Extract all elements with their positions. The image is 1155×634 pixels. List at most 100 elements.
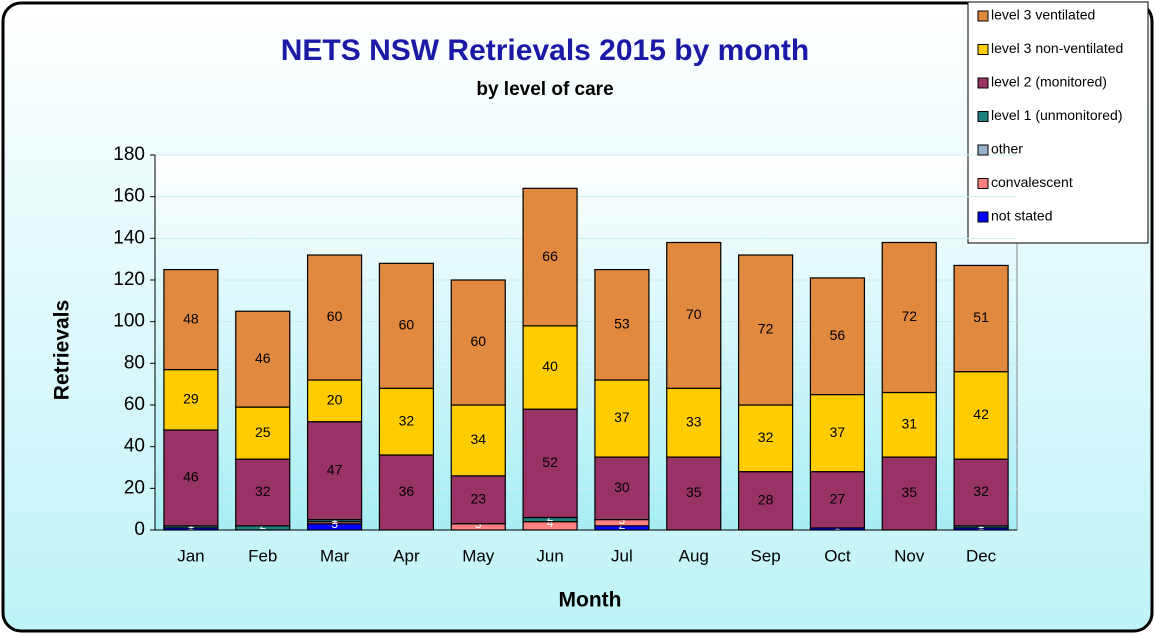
bar-segment — [306, 421, 363, 521]
bar-segment — [163, 368, 219, 431]
x-axis-label: Month — [559, 589, 622, 612]
legend — [967, 1, 1149, 244]
y-tick-label: 140 — [113, 227, 145, 248]
y-tick-label: 100 — [113, 311, 145, 332]
bar-segment — [163, 429, 219, 527]
y-tick-label: 20 — [124, 477, 145, 498]
bar-segment — [881, 391, 937, 458]
legend-swatch — [977, 77, 989, 89]
x-tick-label: Oct — [824, 546, 851, 565]
data-label: 66 — [542, 248, 558, 264]
data-label: 32 — [255, 483, 271, 499]
data-label: 37 — [830, 424, 846, 440]
y-axis-label: Retrievals — [51, 300, 74, 400]
legend-swatch — [977, 144, 989, 156]
legend-label: level 1 (unmonitored) — [991, 107, 1123, 123]
bar-segment — [953, 371, 1009, 460]
data-label: 60 — [399, 317, 415, 333]
data-label: 40 — [542, 358, 558, 374]
x-tick-label: Nov — [894, 546, 925, 565]
data-label: 42 — [973, 406, 989, 422]
legend-swatch — [977, 178, 989, 189]
bar-segment — [809, 471, 866, 529]
bar-segment — [522, 325, 578, 410]
data-label: 25 — [255, 424, 271, 440]
x-tick-label: Apr — [393, 546, 420, 565]
legend-label: level 3 ventilated — [991, 7, 1095, 23]
y-tick-label: 80 — [124, 352, 145, 373]
data-label: 46 — [255, 350, 271, 366]
y-tick-label: 160 — [113, 186, 145, 207]
bar-segment — [809, 277, 866, 396]
bar-segment — [594, 379, 650, 458]
y-tick-label: 0 — [134, 519, 145, 540]
x-tick-label: Aug — [679, 546, 709, 565]
data-label: 32 — [973, 483, 989, 499]
data-label: 29 — [183, 390, 199, 406]
data-label: 72 — [758, 321, 774, 337]
y-tick-label: 60 — [124, 394, 145, 415]
x-tick-label: Mar — [320, 546, 350, 565]
bar-segment — [666, 387, 722, 458]
data-label: 33 — [686, 413, 702, 429]
y-tick-label: 40 — [124, 436, 145, 457]
legend-swatch — [977, 10, 989, 22]
legend-label: level 3 non-ventilated — [991, 40, 1123, 56]
data-label: 70 — [686, 306, 702, 322]
legend-label: level 2 (monitored) — [991, 74, 1107, 90]
chart-subtitle: by level of care — [476, 79, 613, 100]
chart-title: NETS NSW Retrievals 2015 by month — [281, 34, 810, 67]
x-tick-label: Feb — [248, 546, 277, 565]
data-label: 72 — [901, 308, 917, 324]
data-label: 32 — [399, 412, 415, 428]
bar-segment — [306, 254, 363, 381]
legend-swatch — [977, 111, 989, 122]
bar-segment — [594, 268, 650, 381]
data-label: 46 — [183, 469, 199, 485]
bar-segment — [235, 406, 291, 460]
x-tick-label: May — [462, 546, 495, 565]
y-tick-label: 180 — [113, 144, 145, 165]
legend-label: not stated — [991, 208, 1053, 224]
bar-segment — [737, 254, 794, 406]
data-label: 4 — [547, 516, 554, 530]
bar-segment — [378, 262, 435, 389]
bar-segment — [522, 408, 578, 519]
legend-swatch — [977, 211, 989, 223]
data-label: 56 — [830, 327, 846, 343]
data-label: 27 — [830, 490, 846, 506]
bar-segment — [235, 458, 291, 527]
data-label: 52 — [542, 454, 558, 470]
data-label: 34 — [470, 431, 486, 447]
data-label: 35 — [686, 484, 702, 500]
x-tick-label: Jul — [611, 546, 633, 565]
data-label: 20 — [327, 392, 343, 408]
bar-segment — [378, 454, 435, 531]
data-label: 23 — [470, 490, 486, 506]
y-tick-label: 120 — [113, 269, 145, 290]
plot-area — [154, 154, 1018, 531]
bar-segment — [378, 387, 435, 456]
data-label: 28 — [758, 492, 774, 508]
data-label: 47 — [327, 461, 343, 477]
bar-segment — [881, 241, 937, 394]
data-label: 30 — [614, 479, 630, 495]
data-label: 32 — [758, 429, 774, 445]
bar-segment — [450, 279, 506, 406]
data-label: 35 — [901, 484, 917, 500]
x-tick-label: Sep — [750, 546, 780, 565]
legend-swatch — [977, 44, 989, 55]
data-label: 36 — [399, 483, 415, 499]
bar-segment — [594, 456, 650, 521]
bar-segment — [235, 310, 291, 408]
bar-segment — [737, 404, 794, 473]
x-tick-label: Jun — [536, 546, 563, 565]
data-label: 51 — [973, 309, 989, 325]
data-label: 60 — [470, 333, 486, 349]
legend-label: convalescent — [991, 174, 1073, 190]
legend-label: other — [991, 141, 1023, 157]
bar-segment — [163, 268, 219, 371]
x-tick-label: Jan — [177, 546, 204, 565]
data-label: 31 — [901, 415, 917, 431]
